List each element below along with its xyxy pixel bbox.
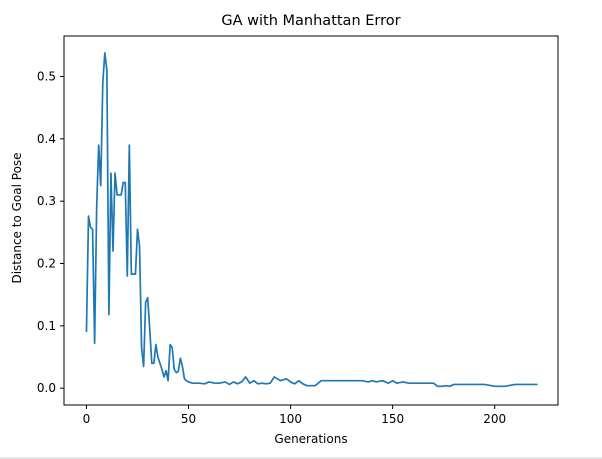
- y-tick-label: 0.0: [37, 381, 56, 395]
- x-tick-label: 150: [381, 412, 404, 426]
- series-line: [85, 51, 538, 388]
- y-tick-label: 0.1: [37, 319, 56, 333]
- x-axis: 0 50 100 150 200: [83, 405, 506, 426]
- x-tick-label: 100: [279, 412, 302, 426]
- y-tick-label: 0.2: [37, 257, 56, 271]
- x-axis-label: Generations: [274, 432, 347, 446]
- chart-title: GA with Manhattan Error: [221, 13, 400, 29]
- y-tick-label: 0.3: [37, 194, 56, 208]
- x-tick-label: 0: [83, 412, 91, 426]
- y-axis: 0.0 0.1 0.2 0.3 0.4 0.5: [37, 70, 64, 395]
- axes-frame: [63, 35, 559, 406]
- y-tick-label: 0.4: [37, 132, 56, 146]
- plot-area: [63, 35, 559, 406]
- x-tick-label: 200: [483, 412, 506, 426]
- y-axis-label: Distance to Goal Pose: [10, 152, 24, 283]
- window-bottom-border: [0, 457, 602, 459]
- y-tick-label: 0.5: [37, 70, 56, 84]
- x-tick-label: 50: [181, 412, 196, 426]
